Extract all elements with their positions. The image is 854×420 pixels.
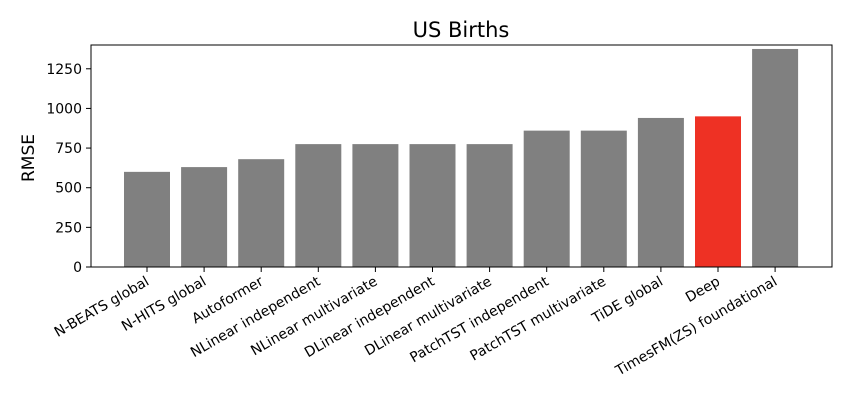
bar: [523, 130, 570, 267]
bar: [752, 48, 799, 267]
y-tick-label: 250: [55, 220, 82, 236]
y-tick-label: 750: [55, 141, 82, 157]
bar: [580, 130, 627, 267]
y-axis-label: RMSE: [19, 134, 39, 182]
bar: [637, 117, 684, 267]
bar: [466, 144, 513, 267]
plot-area-frame: [90, 44, 833, 268]
x-tick-label: Deep: [683, 274, 723, 306]
x-tick-label: N-BEATS global: [52, 274, 152, 341]
y-tick-label: 1000: [46, 101, 82, 117]
y-tick-label: 0: [73, 260, 82, 276]
bar: [409, 144, 456, 267]
bar: [695, 116, 741, 267]
bar: [352, 144, 399, 267]
bar: [295, 144, 342, 267]
bars-group: [124, 48, 799, 267]
bar: [124, 171, 170, 267]
bar: [181, 167, 228, 267]
y-axis: 0 250 500 750 1000 1250: [46, 62, 91, 276]
y-tick-label: 1250: [46, 62, 82, 78]
bar: [238, 159, 285, 267]
y-tick-label: 500: [55, 181, 82, 197]
chart-title: US Births: [413, 18, 510, 42]
